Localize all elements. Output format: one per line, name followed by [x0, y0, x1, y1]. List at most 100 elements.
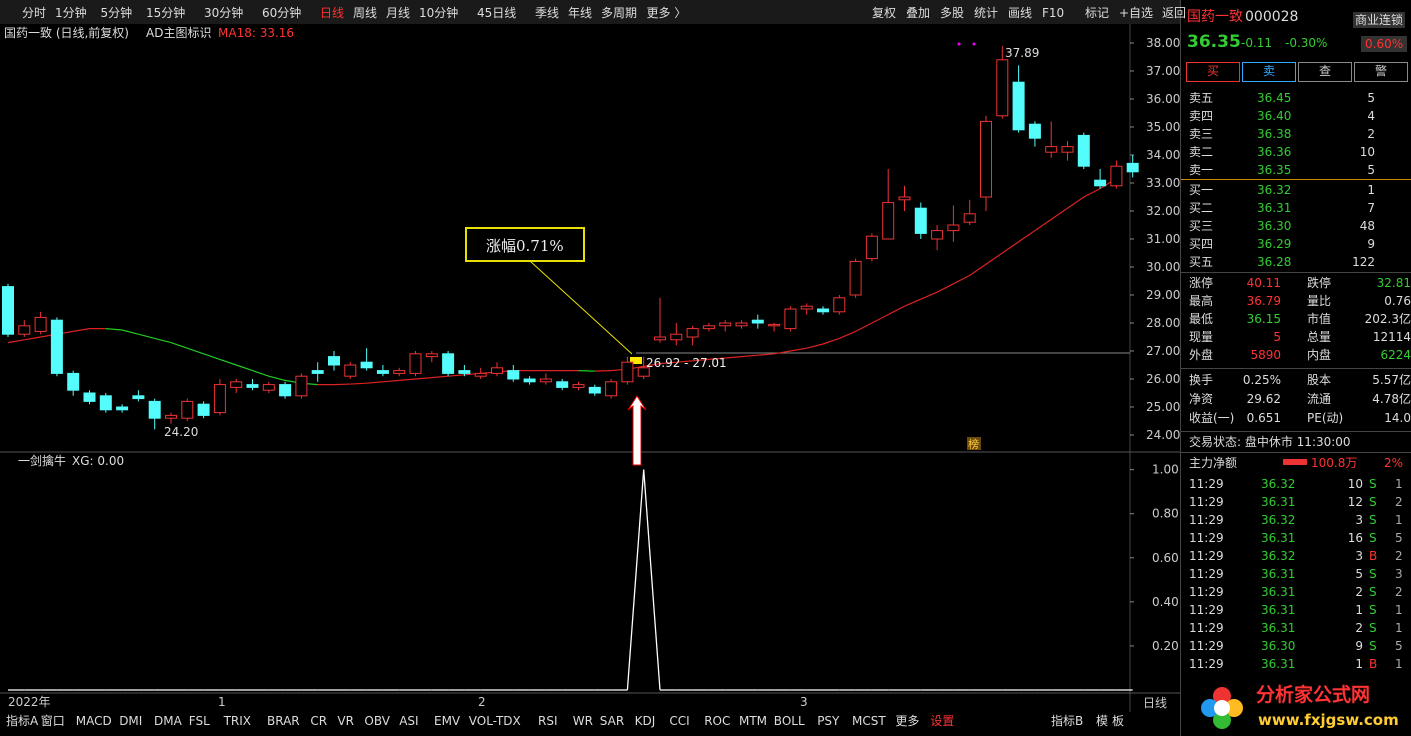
toolbar-button[interactable]: 日线 [320, 6, 345, 20]
ma-line [692, 358, 709, 362]
toolbar-button[interactable]: 5分钟 [100, 6, 133, 20]
indicator-tab[interactable]: VOL-TDX [468, 714, 521, 728]
dot [957, 42, 961, 46]
toolbar-button[interactable]: 叠加 [906, 6, 931, 20]
indicator-tab[interactable]: MTM [739, 714, 768, 728]
indicator-tab[interactable]: FSL [188, 714, 210, 728]
indicator-name: AD主图标识 [146, 26, 212, 40]
trade-button[interactable]: 卖 [1242, 62, 1296, 82]
toolbar-button[interactable]: F10 [1042, 6, 1065, 20]
candle-body [556, 381, 569, 388]
book-price: 36.35 [1257, 163, 1292, 177]
ma-line [871, 314, 889, 324]
toolbar-button[interactable]: 更多 〉 [646, 6, 687, 20]
ma-line [594, 370, 612, 372]
toolbar-button[interactable]: 30分钟 [204, 6, 244, 20]
indicator-tab[interactable]: EMV [434, 714, 461, 728]
toolbar-button[interactable]: 60分钟 [262, 6, 302, 20]
stat-value: 36.15 [1246, 312, 1281, 326]
book-label: 买三 [1189, 219, 1214, 233]
indicator-line [626, 469, 645, 691]
indicator-tab[interactable]: WR [572, 714, 593, 728]
toolbar-button[interactable]: +自选 [1119, 6, 1154, 20]
indicator-tab[interactable]: CCI [669, 714, 690, 728]
ma-line [382, 379, 400, 383]
change: -0.11 [1241, 36, 1273, 50]
y-tick-label: 0.60 [1152, 551, 1179, 565]
candle-body [980, 120, 992, 198]
ma-line [578, 370, 595, 372]
indicator-tab[interactable]: SAR [599, 714, 625, 728]
indicator-tab[interactable]: KDJ [634, 714, 656, 728]
trade-price: 36.32 [1261, 477, 1296, 491]
indicator-tab[interactable]: 指标A [6, 714, 39, 728]
toolbar-button[interactable]: 复权 [872, 6, 897, 20]
toolbar-button[interactable]: 标记 [1085, 6, 1110, 20]
toolbar-button[interactable]: 多周期 [601, 6, 638, 20]
chart: 38.0037.0036.0035.0034.0033.0032.0031.00… [0, 0, 1180, 712]
indicator-tab[interactable]: 窗口 [40, 714, 65, 728]
flow-bar [1283, 459, 1307, 465]
toolbar-button[interactable]: 返回 [1162, 6, 1187, 20]
indicator-tab[interactable]: RSI [538, 714, 558, 728]
indicator-tab[interactable]: 指标B [1051, 714, 1084, 728]
indicator-tab[interactable]: 模 [1096, 714, 1109, 728]
indicator-tab[interactable]: TRIX [223, 714, 252, 728]
toolbar-button[interactable]: 多股 [940, 6, 965, 20]
toolbar-button[interactable]: 分时 [22, 6, 47, 20]
candle-body [931, 230, 944, 240]
book-price: 36.45 [1257, 91, 1292, 105]
indicator-tab[interactable]: MACD [75, 714, 112, 728]
trade-side: S [1369, 477, 1377, 491]
y-tick-label: 28.00 [1146, 316, 1180, 330]
y-tick-label: 29.00 [1146, 288, 1180, 302]
stat-label: 涨停 [1189, 276, 1214, 290]
ma-line [708, 357, 726, 360]
trade-button[interactable]: 买 [1186, 62, 1240, 82]
indicator-tab[interactable]: 更多 [895, 714, 920, 728]
toolbar-button[interactable]: 10分钟 [419, 6, 459, 20]
indicator-tab[interactable]: DMI [119, 714, 143, 728]
sector: 商业连锁 [1353, 12, 1406, 28]
toolbar-button[interactable]: 45日线 [477, 6, 517, 20]
trade-volume: 16 [1347, 531, 1363, 545]
indicator-tab[interactable]: BRAR [267, 714, 300, 728]
toolbar-button[interactable]: 画线 [1008, 6, 1033, 20]
stat-value: 5 [1273, 330, 1281, 344]
toolbar-button[interactable]: 15分钟 [146, 6, 186, 20]
indicator-tab[interactable]: CR [310, 714, 328, 728]
trade-price: 36.31 [1261, 585, 1296, 599]
indicator-tab[interactable]: DMA [154, 714, 182, 728]
ma-line [741, 354, 758, 358]
candle-body [882, 202, 895, 240]
toolbar-button[interactable]: 周线 [353, 6, 378, 20]
toolbar-button[interactable]: 统计 [974, 6, 999, 20]
y-tick-label: 38.00 [1146, 36, 1180, 50]
indicator-tab[interactable]: BOLL [773, 714, 805, 728]
toolbar-button[interactable]: 季线 [535, 6, 560, 20]
indicator-tab[interactable]: ROC [704, 714, 731, 728]
toolbar-button[interactable]: 1分钟 [55, 6, 87, 20]
indicator-tab[interactable]: OBV [364, 714, 390, 728]
indicator-tab[interactable]: VR [337, 714, 354, 728]
ma-line [659, 361, 677, 365]
toolbar-button[interactable]: 年线 [568, 6, 593, 20]
ma-line [366, 381, 383, 384]
toolbar-button[interactable]: 月线 [386, 6, 411, 20]
stat-value: 29.62 [1246, 392, 1281, 406]
indicator-tab[interactable]: 设置 [930, 714, 955, 728]
candle-body [621, 361, 634, 383]
candle-body [148, 400, 161, 419]
stat-label: 跌停 [1307, 276, 1332, 290]
candle-body [1077, 134, 1090, 167]
book-volume: 5 [1367, 91, 1375, 105]
indicator-tab[interactable]: ASI [399, 714, 419, 728]
book-label: 卖四 [1189, 109, 1214, 123]
trade-button[interactable]: 查 [1298, 62, 1352, 82]
indicator-tab[interactable]: PSY [817, 714, 840, 728]
indicator-tab[interactable]: MCST [852, 714, 886, 728]
indicator-tab[interactable]: 板 [1112, 714, 1125, 728]
trade-button[interactable]: 警 [1354, 62, 1408, 82]
candle-body [230, 381, 243, 388]
candle-body [1028, 123, 1041, 139]
